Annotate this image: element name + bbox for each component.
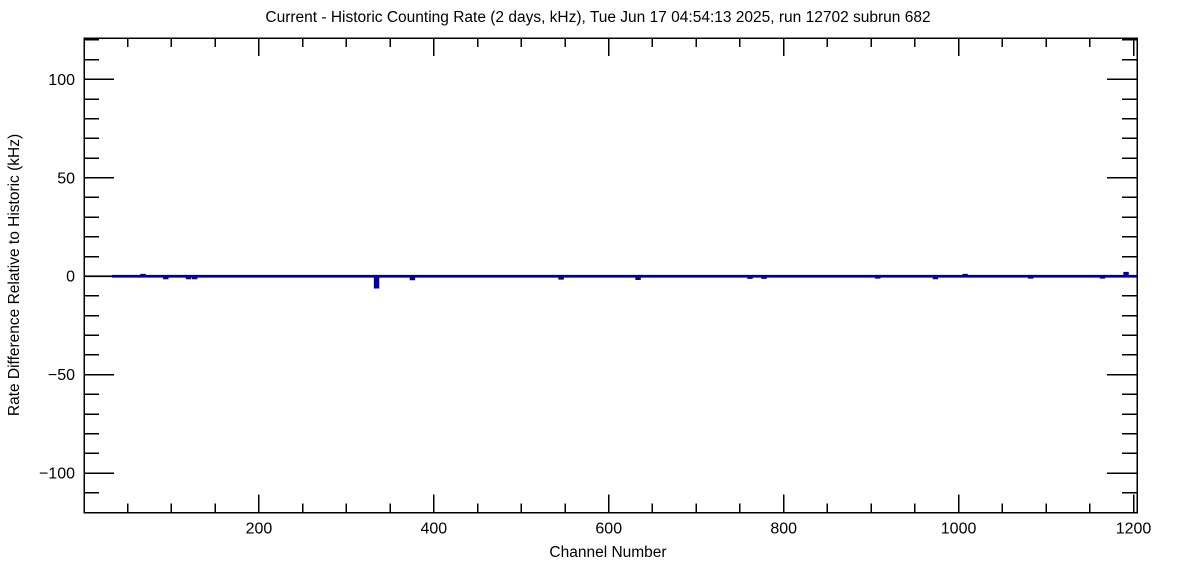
y-tick-label: 50 bbox=[57, 170, 75, 187]
chart-title: Current - Historic Counting Rate (2 days… bbox=[265, 9, 930, 26]
x-tick-label: 400 bbox=[420, 521, 447, 538]
x-tick-label: 800 bbox=[770, 521, 797, 538]
rate-difference-histogram bbox=[111, 271, 1137, 289]
x-axis-title: Channel Number bbox=[549, 544, 666, 561]
y-tick-label: −50 bbox=[48, 367, 75, 384]
y-tick-label: 0 bbox=[66, 269, 75, 286]
axis-tick-labels: 200 400 600 800 1000 1200 −100 −50 0 50 100 bbox=[39, 72, 1151, 538]
x-tick-label: 1000 bbox=[941, 521, 977, 538]
data-series bbox=[84, 271, 1137, 289]
x-tick-label: 600 bbox=[595, 521, 622, 538]
y-tick-label: −100 bbox=[39, 466, 75, 483]
y-axis-title: Rate Difference Relative to Historic (kH… bbox=[6, 134, 23, 416]
y-tick-label: 100 bbox=[48, 72, 75, 89]
axis-ticks bbox=[84, 38, 1137, 513]
x-tick-label: 200 bbox=[246, 521, 273, 538]
x-tick-label: 1200 bbox=[1116, 521, 1152, 538]
